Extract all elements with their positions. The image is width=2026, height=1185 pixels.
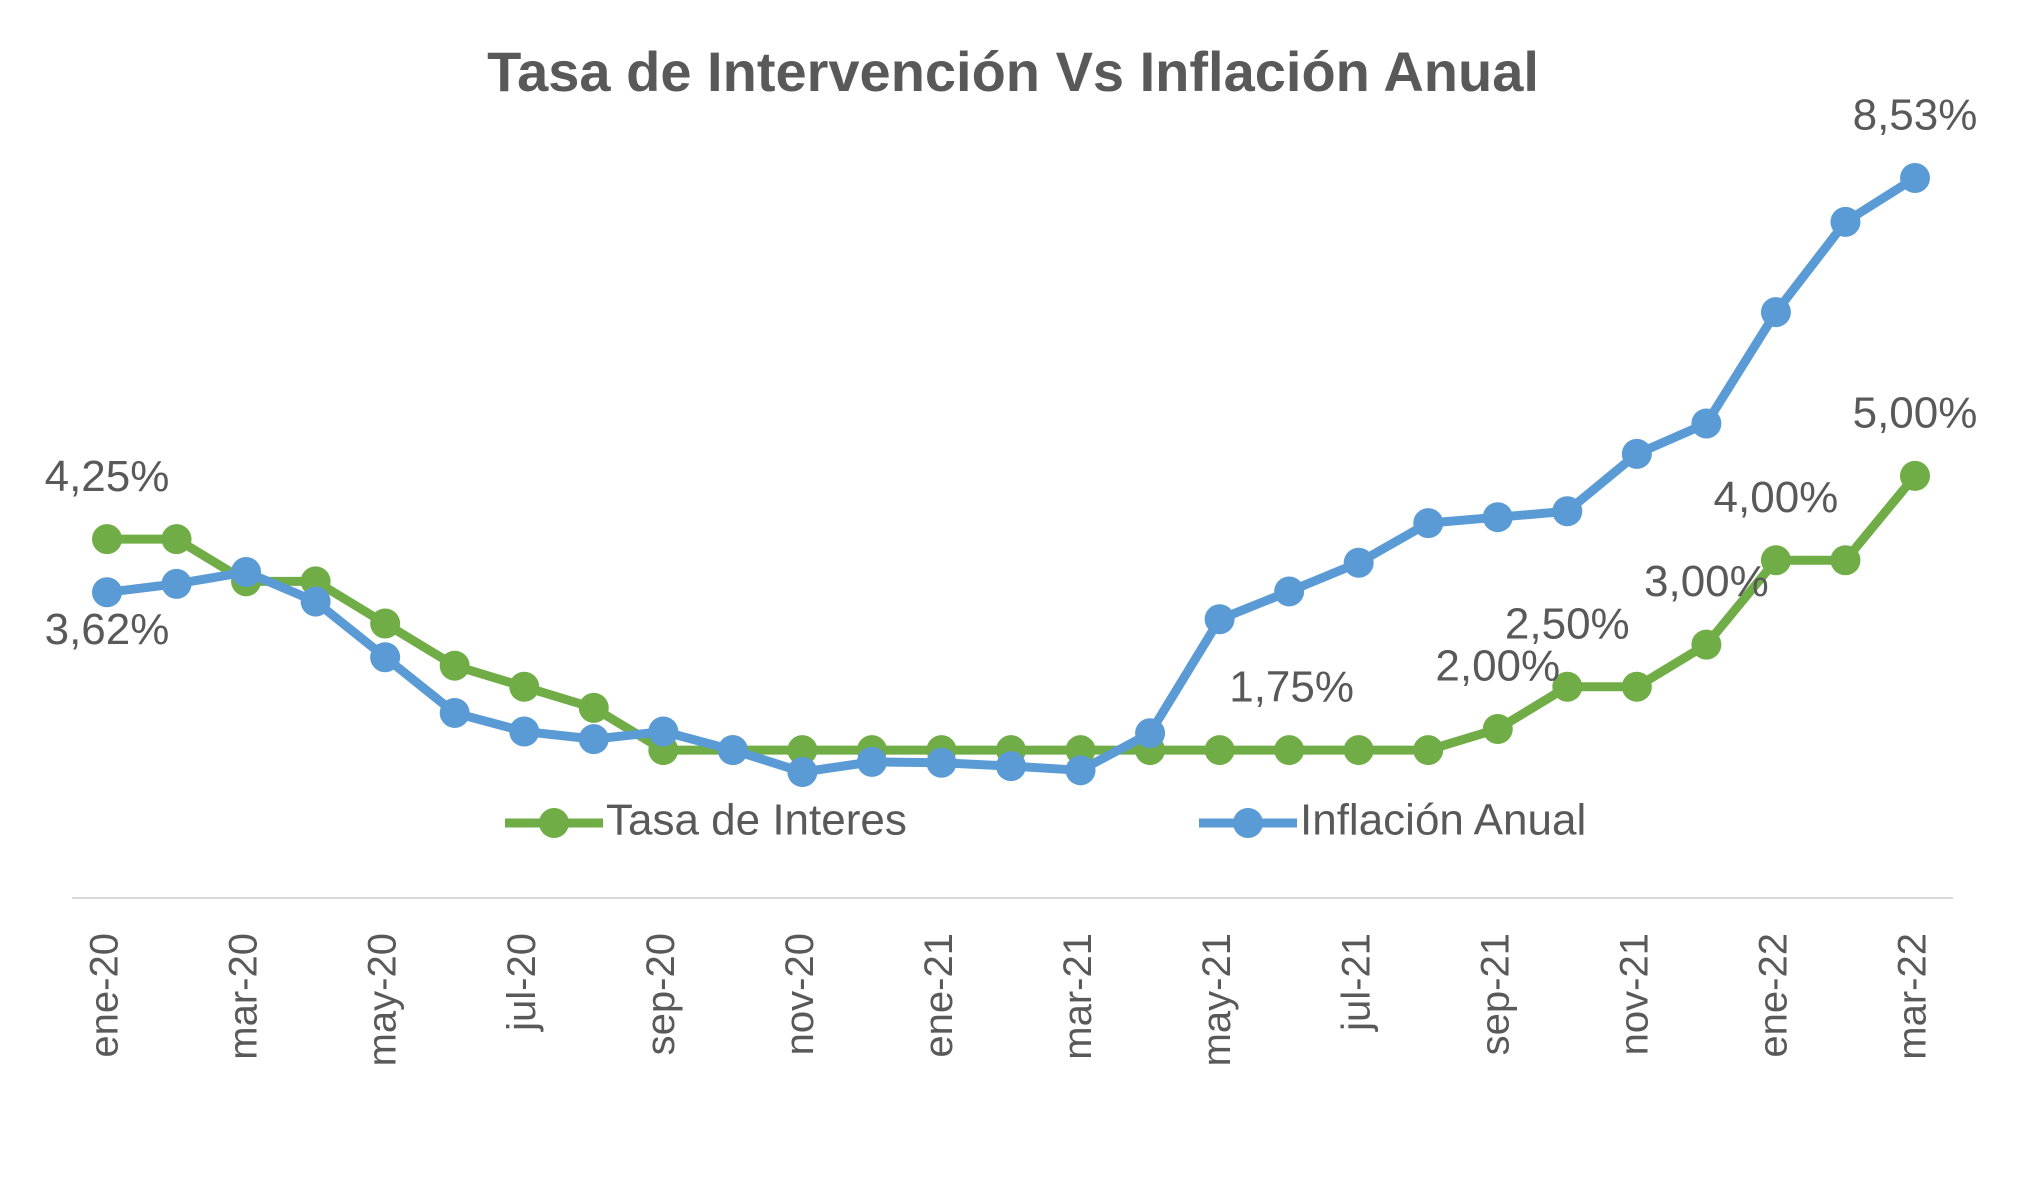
data-label: 2,00% <box>1435 642 1560 691</box>
data-point <box>1413 735 1444 766</box>
data-label: 5,00% <box>1853 388 1978 437</box>
data-point <box>1482 502 1513 533</box>
data-point <box>92 577 122 608</box>
data-point <box>578 692 609 723</box>
data-point <box>1343 547 1374 578</box>
data-point <box>1343 735 1374 766</box>
data-point <box>1760 545 1791 576</box>
data-point <box>856 746 887 777</box>
data-point <box>92 524 122 555</box>
data-point <box>1830 545 1861 576</box>
data-point <box>717 735 748 766</box>
data-point <box>1691 629 1722 660</box>
data-point <box>509 716 540 747</box>
x-tick-label: mar-20 <box>222 933 266 1060</box>
x-tick-label: nov-21 <box>1612 933 1656 1055</box>
data-point <box>648 716 679 747</box>
data-label: 4,00% <box>1714 473 1839 522</box>
data-point <box>231 557 262 588</box>
data-point <box>370 642 401 673</box>
data-point <box>1274 576 1305 607</box>
data-label: 8,53% <box>1853 91 1978 140</box>
data-point <box>1413 508 1444 539</box>
data-point <box>161 568 192 599</box>
data-point <box>1552 496 1583 527</box>
data-point <box>370 608 401 639</box>
data-point <box>926 747 957 778</box>
data-point <box>1900 460 1930 491</box>
data-point <box>439 697 470 728</box>
data-point <box>300 586 331 617</box>
data-point <box>1830 206 1861 237</box>
data-point <box>787 757 818 787</box>
data-point <box>1135 718 1166 749</box>
data-point <box>439 650 470 681</box>
data-point <box>1760 297 1791 328</box>
data-point <box>1065 755 1096 786</box>
data-label: 3,00% <box>1644 557 1769 606</box>
legend-marker <box>1233 808 1263 838</box>
data-point <box>1691 408 1722 439</box>
x-tick-label: nov-20 <box>778 933 822 1055</box>
legend-marker <box>539 808 569 838</box>
chart-title: Tasa de Intervención Vs Inflación Anual <box>487 40 1539 103</box>
data-point <box>1900 163 1930 193</box>
x-tick-label: may-21 <box>1195 933 1239 1066</box>
data-point <box>1482 713 1513 744</box>
data-label: 1,75% <box>1229 663 1354 712</box>
x-tick-label: mar-21 <box>1056 933 1100 1060</box>
data-point <box>1204 735 1235 766</box>
x-tick-label: ene-22 <box>1751 933 1795 1058</box>
data-point <box>1621 438 1652 469</box>
x-tick-label: ene-20 <box>83 933 127 1058</box>
data-label: 3,62% <box>45 605 170 654</box>
data-point <box>578 724 609 755</box>
x-tick-label: ene-21 <box>917 933 961 1058</box>
x-tick-label: sep-21 <box>1473 933 1517 1055</box>
data-point <box>1274 735 1305 766</box>
data-point <box>509 671 540 702</box>
legend-label: Tasa de Interes <box>606 796 907 845</box>
x-tick-label: jul-20 <box>500 933 544 1032</box>
data-point <box>1552 671 1583 702</box>
data-point <box>1621 671 1652 702</box>
legend-label: Inflación Anual <box>1300 796 1586 845</box>
data-label: 2,50% <box>1505 599 1630 648</box>
data-point <box>161 524 192 555</box>
x-tick-label: jul-21 <box>1334 933 1378 1032</box>
data-point <box>996 751 1026 782</box>
data-point <box>787 735 818 766</box>
data-label: 4,25% <box>45 452 170 501</box>
x-tick-label: sep-20 <box>639 933 683 1055</box>
x-tick-label: may-20 <box>361 933 405 1066</box>
x-tick-label: mar-22 <box>1891 933 1935 1060</box>
data-point <box>1204 604 1235 635</box>
